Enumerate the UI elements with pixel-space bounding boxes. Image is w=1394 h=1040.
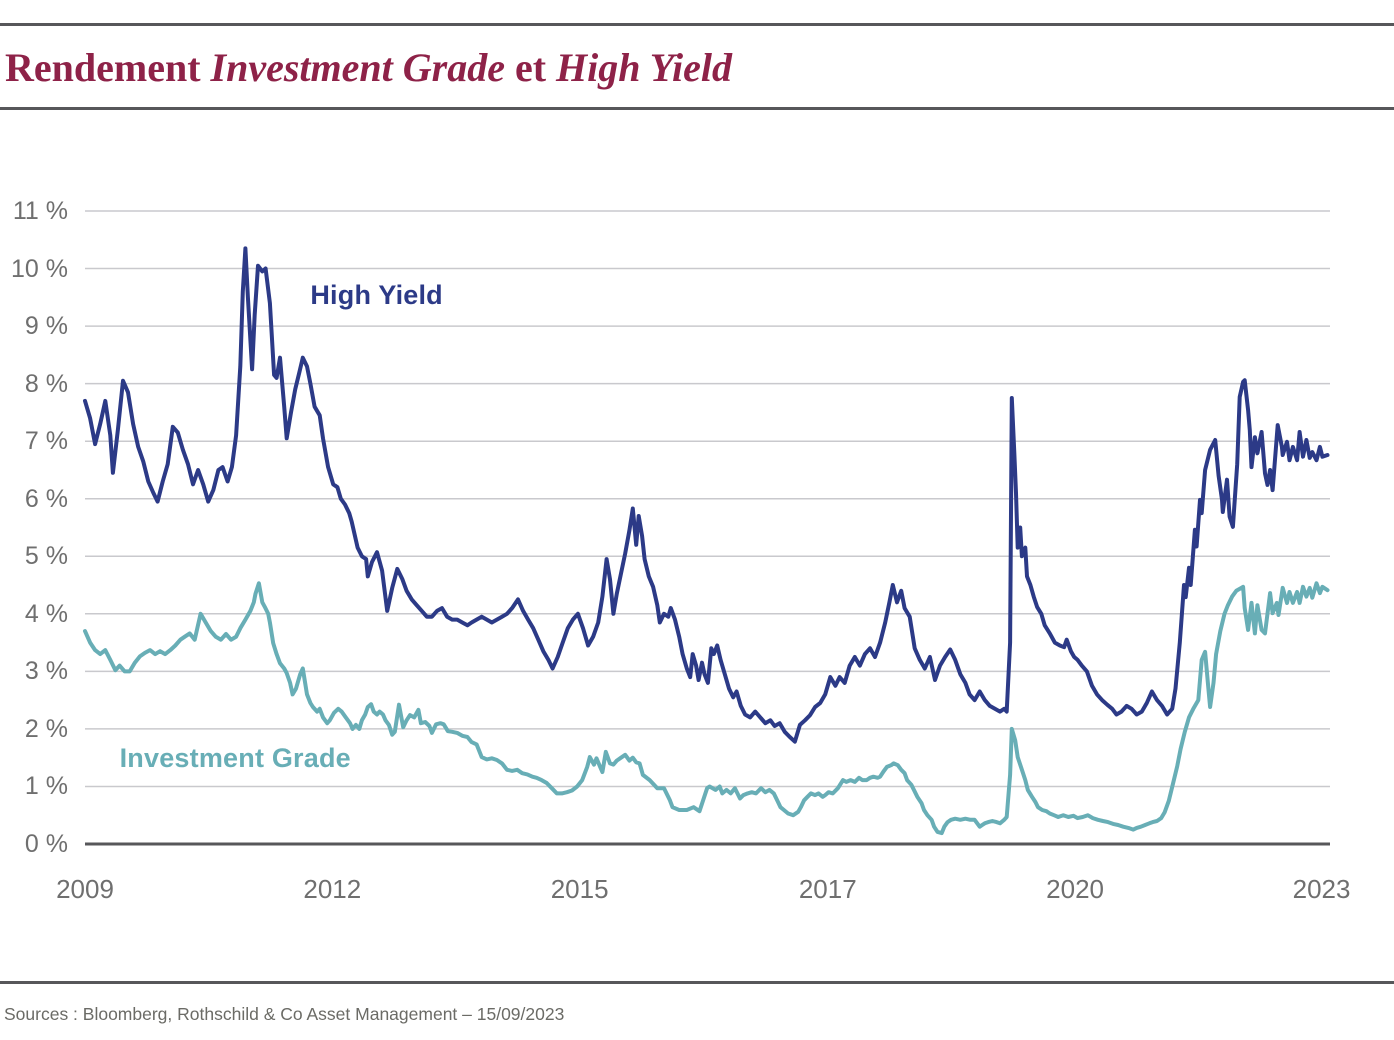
footer-rule [0, 981, 1394, 984]
y-tick-label: 11 % [12, 197, 68, 225]
y-tick-label: 3 % [24, 657, 68, 686]
y-tick-label: 6 % [24, 484, 68, 513]
top-rule [0, 23, 1394, 26]
x-tick-label: 2009 [56, 874, 114, 904]
x-tick-label: 2017 [798, 874, 857, 904]
y-tick-label: 2 % [24, 714, 68, 743]
x-tick-label: 2012 [303, 874, 362, 904]
series-label-investment-grade: Investment Grade [119, 743, 351, 774]
series-line-high-yield [83, 246, 1330, 744]
source-caption: Sources : Bloomberg, Rothschild & Co Ass… [4, 1004, 565, 1024]
x-tick-label: 2015 [550, 874, 609, 904]
x-tick-label: 2023 [1292, 874, 1351, 904]
y-tick-label: 9 % [24, 312, 68, 341]
y-tick-label: 5 % [24, 542, 68, 571]
y-tick-label: 4 % [24, 599, 68, 628]
x-tick-label: 2020 [1046, 874, 1104, 904]
y-tick-label: 10 % [11, 254, 68, 283]
page-title-part: Investment Grade [210, 45, 505, 90]
page-title-part: High Yield [556, 45, 733, 90]
page-title-part: Rendement [5, 45, 211, 90]
series-label-high-yield: High Yield [310, 280, 443, 311]
y-tick-label: 8 % [24, 369, 68, 398]
y-tick-label: 0 % [24, 830, 68, 858]
y-tick-label: 7 % [24, 427, 68, 456]
page-title-part: et [504, 45, 557, 90]
y-tick-label: 1 % [24, 772, 68, 801]
title-underline-rule [0, 107, 1394, 110]
series-line-investment-grade [83, 581, 1330, 836]
page-title: Rendement Investment Grade et High Yield [5, 44, 732, 91]
